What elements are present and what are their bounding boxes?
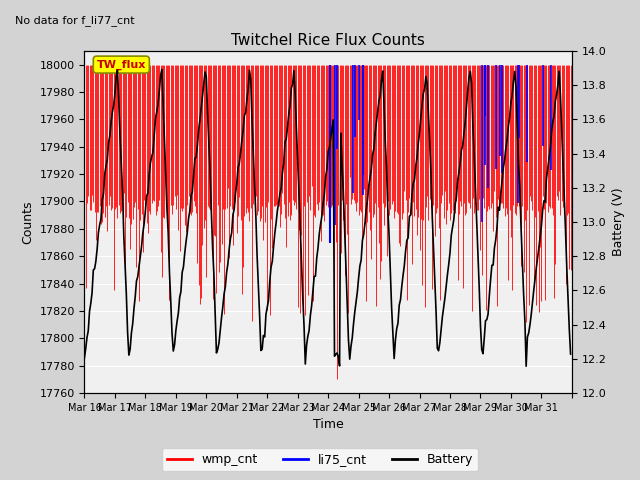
Y-axis label: Counts: Counts: [20, 200, 34, 244]
X-axis label: Time: Time: [313, 419, 344, 432]
Text: No data for f_li77_cnt: No data for f_li77_cnt: [15, 15, 134, 26]
Text: TW_flux: TW_flux: [97, 60, 146, 70]
Legend: wmp_cnt, li75_cnt, Battery: wmp_cnt, li75_cnt, Battery: [162, 448, 478, 471]
Title: Twitchel Rice Flux Counts: Twitchel Rice Flux Counts: [231, 33, 425, 48]
Y-axis label: Battery (V): Battery (V): [612, 188, 625, 256]
